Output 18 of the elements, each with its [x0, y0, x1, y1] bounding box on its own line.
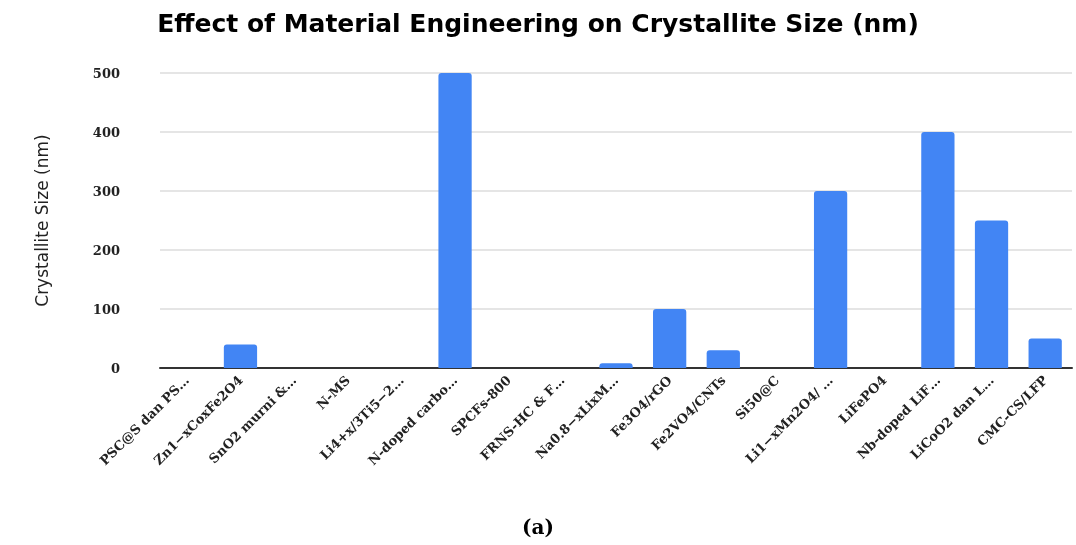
y-tick-label: 300	[92, 183, 120, 199]
chart-title: Effect of Material Engineering on Crystallite Size (nm)	[157, 9, 919, 38]
bar	[438, 73, 472, 368]
y-tick-label: 100	[92, 301, 120, 317]
y-tick-label: 0	[110, 360, 120, 376]
y-axis-title: Crystallite Size (nm)	[31, 134, 52, 307]
bar	[653, 309, 687, 368]
y-tick-label: 500	[92, 65, 120, 81]
bar	[706, 350, 740, 368]
bar	[1028, 338, 1062, 368]
bar	[599, 363, 633, 368]
text: (a)	[522, 515, 554, 539]
bar	[921, 132, 955, 368]
y-tick-label: 200	[92, 242, 120, 258]
bar	[223, 344, 258, 368]
bar	[974, 220, 1009, 368]
y-tick-label: 400	[92, 124, 120, 140]
bar	[813, 191, 848, 368]
